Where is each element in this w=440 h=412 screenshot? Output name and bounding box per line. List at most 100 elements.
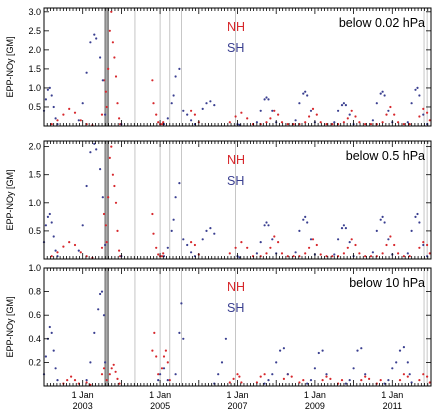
data-point (182, 109, 185, 112)
data-point (113, 56, 116, 59)
data-point (213, 232, 216, 235)
data-point (416, 86, 419, 89)
data-point (50, 94, 53, 97)
data-point (52, 105, 55, 109)
data-point (286, 123, 289, 126)
data-point (387, 238, 390, 241)
y-tick-label: 0.2 (28, 357, 41, 367)
data-point (190, 119, 193, 122)
data-point (277, 241, 280, 244)
data-point (238, 256, 241, 259)
data-point (280, 252, 284, 255)
data-point (56, 251, 59, 254)
data-point (157, 253, 160, 256)
data-point (275, 361, 278, 364)
data-point (152, 102, 155, 105)
data-point (209, 227, 212, 230)
panel-2: 0.5 1.0 1.5 2.0 EPP-NOy [GM] below 0.5 hPa NH S… (5, 140, 432, 260)
data-point (201, 238, 204, 241)
data-point (426, 243, 429, 247)
data-point (267, 98, 270, 101)
data-point (99, 56, 102, 59)
y-tick-label: 1.5 (28, 170, 41, 180)
x-tick-label-year: 2007 (227, 401, 247, 411)
data-point (107, 196, 110, 199)
data-point (321, 349, 324, 352)
data-point (178, 182, 181, 185)
data-point (292, 123, 295, 126)
data-point (68, 107, 71, 110)
series-nh (50, 145, 431, 259)
data-point (54, 249, 57, 252)
data-point (157, 379, 160, 382)
data-point (282, 347, 285, 350)
data-point (263, 382, 266, 385)
data-point (105, 241, 108, 244)
data-point (393, 243, 396, 247)
data-point (217, 373, 220, 376)
y-tick-label: 1.0 (28, 83, 41, 93)
data-point (104, 361, 107, 364)
data-point (46, 88, 50, 91)
legend-nh: NH (227, 153, 245, 167)
data-point (319, 253, 322, 256)
data-point (304, 252, 307, 255)
data-point (298, 102, 301, 105)
data-point (379, 218, 382, 221)
x-tick-label-year: 2005 (150, 401, 170, 411)
data-point (108, 156, 111, 159)
data-point (79, 119, 82, 122)
data-point (294, 251, 297, 254)
data-point (104, 113, 107, 116)
data-point (166, 361, 169, 364)
data-point (381, 121, 384, 124)
data-point (48, 212, 51, 216)
data-point (151, 349, 154, 352)
data-point (381, 90, 384, 93)
y-tick-label: 0.4 (28, 334, 41, 344)
data-point (100, 113, 104, 116)
data-point (105, 105, 108, 109)
data-point (286, 373, 289, 376)
data-point (172, 218, 175, 221)
data-point (410, 229, 413, 232)
data-point (265, 221, 268, 224)
data-point (157, 121, 160, 124)
data-point (164, 349, 167, 352)
data-point (116, 102, 119, 105)
data-point (271, 373, 274, 376)
data-point (77, 249, 80, 252)
data-point (294, 119, 297, 122)
data-point (102, 314, 106, 317)
data-point (107, 67, 110, 70)
data-point (205, 229, 208, 232)
data-point (426, 375, 429, 378)
data-point (114, 75, 118, 78)
data-point (56, 119, 59, 122)
data-point (160, 367, 164, 370)
data-point (73, 379, 77, 382)
data-point (54, 367, 57, 370)
series-nh (62, 331, 431, 386)
data-point (104, 224, 107, 227)
data-point (379, 92, 382, 95)
data-point (418, 221, 421, 224)
data-point (97, 308, 100, 311)
data-point (162, 367, 166, 370)
data-point (418, 379, 421, 382)
data-point (234, 115, 237, 118)
data-point (317, 351, 320, 355)
data-point (259, 109, 262, 112)
data-point (271, 238, 274, 241)
data-point (304, 90, 307, 93)
data-point (44, 98, 48, 101)
data-point (93, 142, 96, 145)
data-point (238, 375, 241, 378)
data-point (381, 215, 384, 218)
data-point (166, 379, 169, 382)
data-point (159, 373, 162, 376)
data-point (190, 251, 193, 254)
data-point (104, 243, 107, 247)
data-point (402, 346, 405, 349)
y-tick-label: 2.0 (28, 45, 41, 55)
